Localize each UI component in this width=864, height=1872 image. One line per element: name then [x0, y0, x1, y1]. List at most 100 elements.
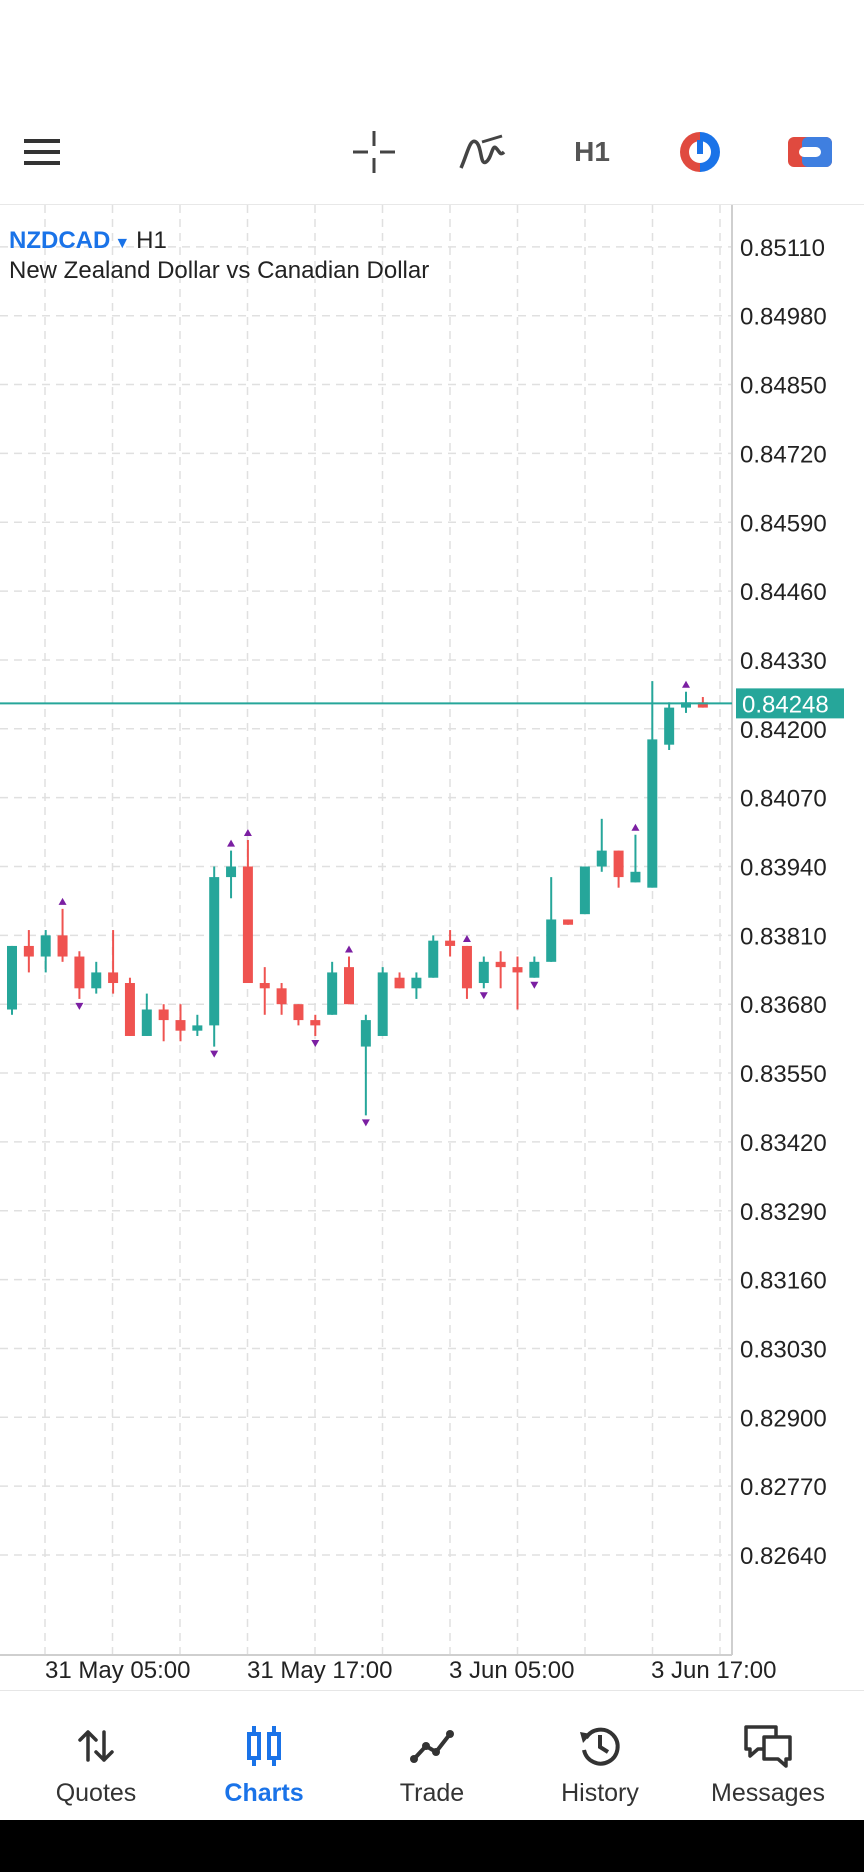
candle-body	[108, 972, 119, 984]
trade-button[interactable]	[668, 120, 732, 184]
candle-body	[411, 977, 422, 989]
price-tick-label: 0.84330	[740, 648, 827, 675]
nav-messages[interactable]: Messages	[684, 1691, 852, 1821]
symbol-dropdown-icon[interactable]: ▼	[114, 235, 131, 252]
fractal-up-marker	[243, 829, 252, 837]
account-icon	[788, 137, 832, 167]
price-tick-label: 0.83940	[740, 855, 827, 882]
symbol-description: New Zealand Dollar vs Canadian Dollar	[9, 257, 430, 284]
current-price-tag	[736, 688, 844, 719]
candle-body	[495, 961, 506, 968]
indicators-icon	[459, 134, 506, 169]
fractal-up-marker	[227, 839, 236, 847]
candle-body	[546, 919, 557, 962]
nav-charts-label: Charts	[224, 1779, 304, 1807]
candle-body	[681, 702, 691, 708]
candle-body	[613, 850, 624, 878]
candle-body	[7, 945, 17, 1010]
current-price-label: 0.84248	[742, 691, 829, 718]
time-tick-label: 3 Jun 17:00	[651, 1657, 776, 1684]
candle-body	[327, 972, 338, 1015]
price-tick-label: 0.85110	[740, 235, 825, 262]
price-tick-label: 0.83680	[740, 992, 827, 1019]
price-tick-label: 0.84720	[740, 441, 827, 468]
nav-history[interactable]: History	[516, 1691, 684, 1821]
candle-body	[377, 972, 388, 1036]
price-tick-label: 0.83160	[740, 1268, 827, 1295]
symbol-header[interactable]: NZDCAD ▼ H1	[9, 227, 167, 255]
candle-body	[563, 919, 574, 925]
candle-body	[428, 940, 439, 978]
candle-body	[293, 1004, 304, 1021]
nav-trade-label: Trade	[399, 1779, 465, 1807]
price-tick-label: 0.84980	[740, 304, 827, 331]
charts-icon	[247, 1726, 281, 1766]
candle-body	[74, 956, 85, 989]
history-icon	[580, 1727, 620, 1766]
candle-body	[461, 945, 472, 989]
candlestick-chart[interactable]: 0.852400.851100.849800.848500.847200.845…	[0, 205, 864, 1690]
system-navigation-bar	[0, 1820, 864, 1872]
account-button[interactable]	[778, 120, 842, 184]
price-tick-label: 0.83290	[740, 1199, 827, 1226]
menu-button[interactable]	[10, 120, 74, 184]
crosshair-icon	[353, 131, 395, 173]
candle-body	[192, 1025, 203, 1031]
fractal-down-marker	[361, 1119, 370, 1127]
candle-body	[394, 977, 405, 989]
candle-body	[579, 866, 590, 915]
trade-line-icon	[410, 1730, 454, 1763]
nav-trade[interactable]: Trade	[348, 1691, 516, 1821]
chart-toolbar: H1	[0, 100, 864, 205]
price-tick-label: 0.82640	[740, 1543, 827, 1570]
candle-body	[344, 967, 354, 1005]
price-tick-label: 0.84460	[740, 579, 827, 606]
candle-body	[209, 877, 220, 1026]
fractal-down-marker	[311, 1039, 320, 1047]
candle-body	[226, 866, 237, 878]
candle-body	[664, 707, 675, 745]
price-tick-label: 0.82770	[740, 1474, 827, 1501]
symbol-name[interactable]: NZDCAD	[9, 227, 111, 254]
quotes-icon	[78, 1730, 114, 1762]
candle-body	[697, 702, 708, 708]
candle-body	[158, 1009, 169, 1021]
candle-body	[445, 940, 456, 946]
fractal-down-marker	[210, 1050, 219, 1058]
candle-body	[259, 983, 270, 989]
candle-body	[40, 935, 51, 957]
candle-body	[512, 967, 523, 973]
candle-body	[478, 961, 489, 984]
candle-body	[360, 1020, 371, 1047]
indicators-button[interactable]	[450, 120, 514, 184]
trade-icon	[680, 132, 720, 172]
price-tick-label: 0.84850	[740, 373, 827, 400]
messages-icon	[744, 1725, 792, 1768]
candle-body	[647, 739, 658, 888]
price-tick-label: 0.84070	[740, 786, 827, 813]
status-bar	[0, 0, 864, 100]
time-tick-label: 31 May 17:00	[247, 1657, 392, 1684]
candle-body	[276, 988, 287, 1005]
fractal-down-marker	[75, 1002, 84, 1010]
nav-messages-label: Messages	[711, 1779, 825, 1807]
candle-body	[141, 1009, 152, 1036]
candle-body	[175, 1020, 186, 1031]
chart-area[interactable]: 0.852400.851100.849800.848500.847200.845…	[0, 205, 864, 1690]
candle-body	[91, 972, 102, 989]
timeframe-button[interactable]: H1	[574, 136, 610, 167]
fractal-up-marker	[682, 680, 690, 688]
candle-body	[529, 961, 540, 978]
price-tick-label: 0.83550	[740, 1061, 827, 1088]
nav-quotes[interactable]: Quotes	[12, 1691, 180, 1821]
candle-body	[57, 935, 68, 957]
fractal-up-marker	[345, 945, 353, 953]
crosshair-button[interactable]	[342, 120, 406, 184]
candle-body	[310, 1020, 321, 1026]
candle-body	[242, 866, 253, 984]
price-tick-label: 0.84200	[740, 717, 827, 744]
candle-body	[23, 945, 34, 957]
nav-charts[interactable]: Charts	[180, 1691, 348, 1821]
price-tick-label: 0.83030	[740, 1336, 827, 1363]
menu-icon	[24, 139, 60, 165]
